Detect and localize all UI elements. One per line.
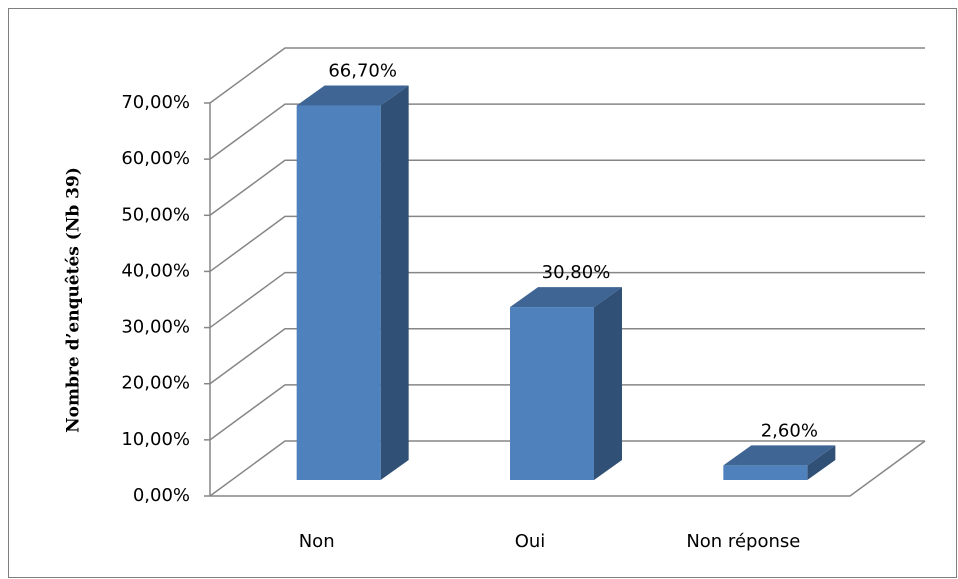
grid-line <box>209 215 925 273</box>
bar <box>296 85 409 480</box>
bar <box>723 445 836 480</box>
bar-front <box>510 307 594 480</box>
y-tick-label: 50,00% <box>121 204 190 225</box>
y-axis-label: Nombre d’enquêtés (Nb 39) <box>64 167 84 433</box>
bar-top <box>296 85 409 106</box>
value-label: 30,80% <box>542 262 611 283</box>
y-tick-label: 40,00% <box>121 260 190 281</box>
y-tick-label: 60,00% <box>121 148 190 169</box>
bar-side <box>807 445 836 480</box>
grid-line <box>209 327 925 385</box>
x-tick-label: Non réponse <box>686 531 800 552</box>
bar-top <box>510 287 622 308</box>
y-tick-label: 0,00% <box>133 485 190 506</box>
bar-side <box>380 85 409 480</box>
grid-line <box>209 440 925 497</box>
bar-front <box>723 465 808 480</box>
grid-line <box>209 384 925 441</box>
y-tick-label: 30,00% <box>121 317 190 338</box>
value-label: 2,60% <box>761 420 818 441</box>
x-tick-label: Non <box>299 531 335 552</box>
grid-line <box>209 159 925 216</box>
grid-line <box>209 47 925 104</box>
grid-line <box>209 271 925 329</box>
bar-top <box>723 445 836 466</box>
floor <box>210 440 926 497</box>
bar-front <box>296 105 381 480</box>
bar-side <box>594 287 622 480</box>
grid-line <box>209 103 925 160</box>
y-tick-label: 70,00% <box>121 92 190 113</box>
chart-border <box>8 8 957 578</box>
y-tick-label: 20,00% <box>121 373 190 394</box>
x-tick-label: Oui <box>515 531 546 552</box>
value-label: 66,70% <box>328 61 397 82</box>
y-tick-label: 10,00% <box>121 429 190 450</box>
bar <box>510 287 622 480</box>
